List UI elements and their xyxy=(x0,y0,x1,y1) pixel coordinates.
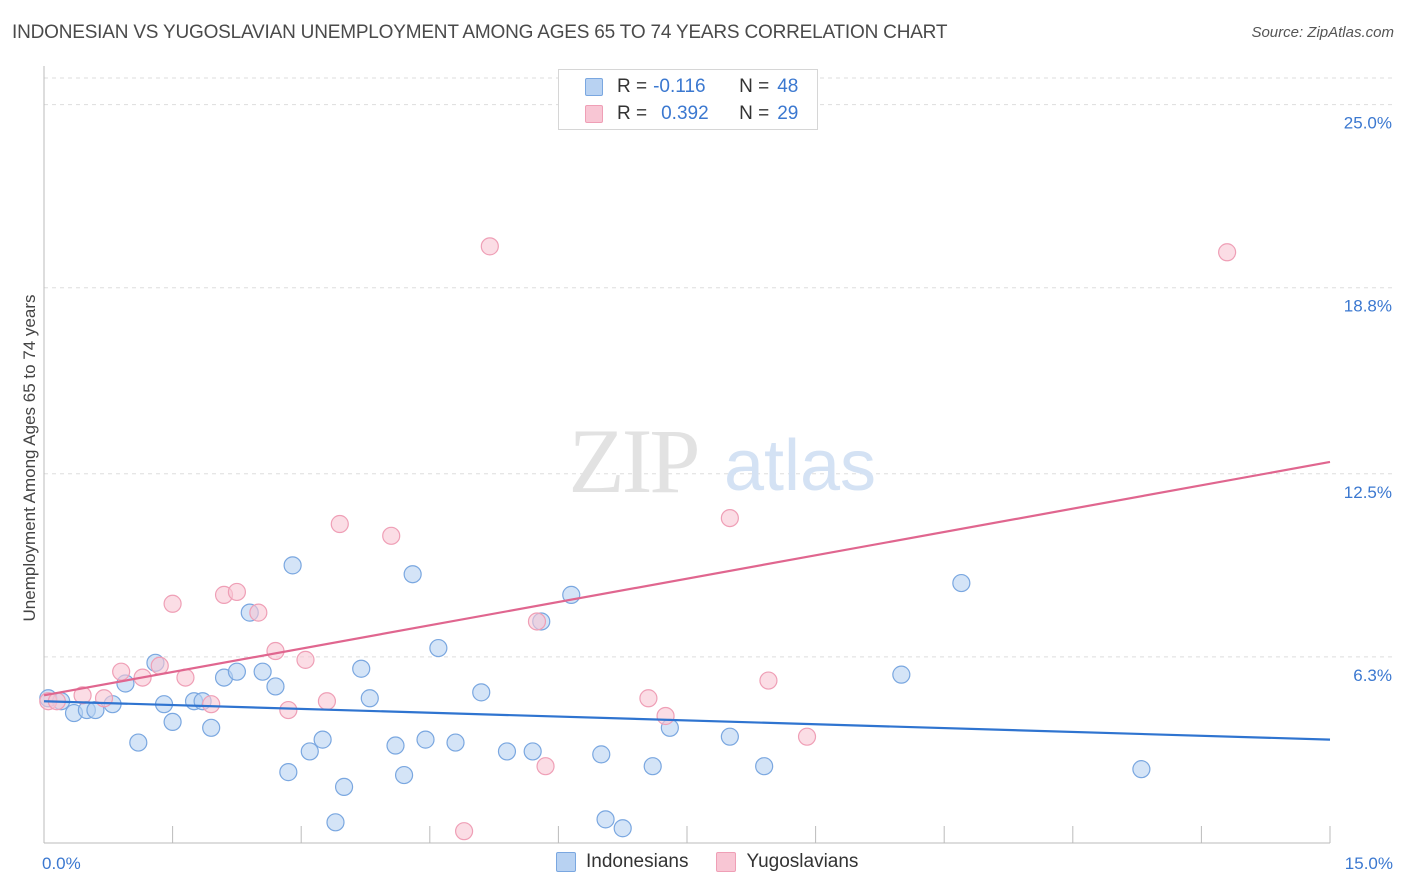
legend-n-value: 29 xyxy=(777,103,799,124)
point-indonesian xyxy=(352,659,371,678)
y-tick-label: 12.5% xyxy=(1344,483,1392,502)
y-tick-label: 18.8% xyxy=(1344,297,1392,316)
point-yugoslavian xyxy=(797,727,817,746)
x-tick-label: 15.0% xyxy=(1345,854,1393,873)
point-yugoslavian xyxy=(759,671,778,690)
point-indonesian xyxy=(472,683,491,702)
point-yugoslavian xyxy=(527,612,547,631)
point-indonesian xyxy=(429,638,448,658)
point-indonesian xyxy=(416,730,435,749)
point-indonesian xyxy=(300,742,319,761)
point-yugoslavian xyxy=(266,641,285,661)
point-indonesian xyxy=(596,810,615,829)
point-yugoslavian xyxy=(1218,243,1237,262)
point-indonesian xyxy=(1132,760,1151,779)
legend-n-label: N = xyxy=(739,76,770,97)
correlation-legend: R = -0.116 N = 48 R = 0.392 N = 29 xyxy=(558,69,818,130)
point-indonesian xyxy=(253,662,272,681)
legend-row-indonesians: R = -0.116 N = 48 xyxy=(585,74,798,100)
point-yugoslavian xyxy=(279,700,298,720)
source-label: Source: ZipAtlas.com xyxy=(1251,24,1394,41)
point-indonesian xyxy=(313,730,332,749)
point-yugoslavian xyxy=(382,526,401,545)
point-yugoslavian xyxy=(639,689,658,708)
point-indonesian xyxy=(163,712,182,731)
data-points xyxy=(39,237,1237,841)
legend-r-label: R = xyxy=(617,76,648,97)
point-yugoslavian xyxy=(720,508,739,528)
point-yugoslavian xyxy=(317,692,337,711)
trend-lines xyxy=(43,460,1331,741)
point-indonesian xyxy=(643,757,662,776)
point-indonesian xyxy=(592,745,611,764)
legend-swatch-blue xyxy=(585,78,603,96)
series-legend-label: Indonesians xyxy=(586,851,689,872)
series-legend-label: Yugoslavians xyxy=(746,851,859,872)
point-yugoslavian xyxy=(163,594,182,613)
series-legend-yugoslavians[interactable]: Yugoslavians xyxy=(716,851,858,873)
point-indonesian xyxy=(202,718,221,737)
legend-n-value: 48 xyxy=(777,76,799,97)
legend-swatch-blue xyxy=(556,852,576,872)
point-indonesian xyxy=(129,733,148,752)
point-yugoslavian xyxy=(656,706,675,726)
point-yugoslavian xyxy=(202,695,221,714)
legend-r-value: 0.392 xyxy=(661,103,709,124)
watermark: ZIP atlas xyxy=(569,410,877,512)
axes xyxy=(43,66,1331,844)
point-indonesian xyxy=(326,813,345,832)
point-indonesian xyxy=(334,777,354,796)
point-indonesian xyxy=(523,742,542,761)
series-legend-indonesians[interactable]: Indonesians xyxy=(556,851,688,873)
point-yugoslavian xyxy=(480,237,499,256)
legend-r-value: -0.116 xyxy=(653,76,706,97)
point-indonesian xyxy=(755,757,774,776)
point-yugoslavian xyxy=(73,686,92,705)
watermark-atlas: atlas xyxy=(724,426,876,506)
point-indonesian xyxy=(952,573,971,593)
point-yugoslavian xyxy=(249,603,268,622)
chart-title: INDONESIAN VS YUGOSLAVIAN UNEMPLOYMENT A… xyxy=(12,22,948,43)
point-indonesian xyxy=(892,665,911,684)
series-legend: Indonesians Yugoslavians xyxy=(556,851,886,873)
legend-swatch-pink xyxy=(585,105,603,123)
trend-line-yugoslavians xyxy=(43,460,1331,697)
point-indonesian xyxy=(283,556,302,575)
point-yugoslavian xyxy=(536,757,555,776)
point-yugoslavian xyxy=(150,656,169,675)
point-indonesian xyxy=(446,733,465,752)
point-indonesian xyxy=(394,765,414,785)
point-indonesian xyxy=(497,742,517,761)
point-indonesian xyxy=(403,565,422,584)
tick-labels: 6.3% 12.5% 18.8% 25.0% 0.0% 15.0% xyxy=(42,114,1393,873)
point-yugoslavian xyxy=(296,650,315,669)
legend-n-label: N = xyxy=(739,103,770,124)
gridlines xyxy=(44,77,1392,658)
y-tick-label: 6.3% xyxy=(1353,666,1392,685)
legend-r-label: R = xyxy=(617,103,648,124)
point-yugoslavian xyxy=(454,822,474,841)
point-indonesian xyxy=(613,819,632,838)
y-tick-label: 25.0% xyxy=(1344,114,1392,133)
trend-line-indonesians xyxy=(43,700,1331,741)
watermark-zip: ZIP xyxy=(569,410,698,512)
point-yugoslavian xyxy=(227,582,246,602)
point-yugoslavian xyxy=(330,514,349,534)
point-indonesian xyxy=(360,689,379,708)
point-indonesian xyxy=(266,677,285,696)
x-tick-label: 0.0% xyxy=(42,854,81,873)
point-indonesian xyxy=(227,662,246,681)
point-indonesian xyxy=(279,763,298,782)
point-yugoslavian xyxy=(112,662,131,681)
legend-row-yugoslavians: R = 0.392 N = 29 xyxy=(585,101,798,127)
legend-swatch-pink xyxy=(716,852,737,872)
point-indonesian xyxy=(386,736,405,755)
point-indonesian xyxy=(720,727,739,746)
